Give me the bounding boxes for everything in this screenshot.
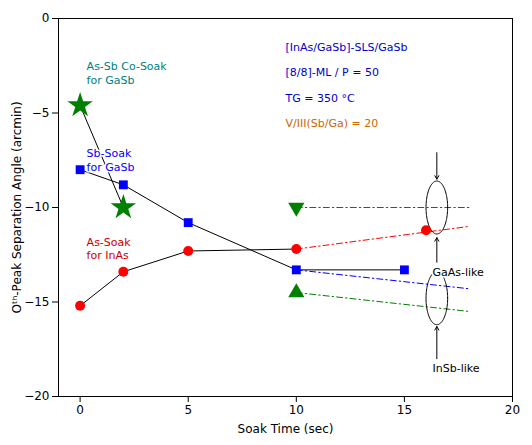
svg-text:0: 0	[76, 403, 84, 417]
svg-text:−15: −15	[24, 295, 49, 309]
svg-text:0: 0	[42, 11, 50, 25]
svg-text:As-Sb Co-Soakfor GaSb: As-Sb Co-Soakfor GaSb	[87, 60, 168, 87]
svg-text:5: 5	[184, 403, 192, 417]
svg-text:GaAs-like: GaAs-like	[433, 266, 485, 279]
svg-text:V/III(Sb/Ga) = 20: V/III(Sb/Ga) = 20	[286, 117, 379, 130]
svg-text:As-Soakfor InAs: As-Soakfor InAs	[87, 236, 132, 263]
svg-text:[InAs/GaSb]-SLS/GaSb: [InAs/GaSb]-SLS/GaSb	[286, 41, 408, 54]
svg-text:−20: −20	[24, 389, 49, 403]
svg-text:Sb-Soakfor GaSb: Sb-Soakfor GaSb	[87, 147, 135, 174]
svg-text:[8/8]-ML / P = 50: [8/8]-ML / P = 50	[286, 66, 379, 79]
svg-text:20: 20	[505, 403, 520, 417]
svg-text:Soak Time (sec): Soak Time (sec)	[238, 422, 334, 436]
svg-text:10: 10	[289, 403, 304, 417]
svg-text:TG = 350 °C: TG = 350 °C	[285, 92, 355, 105]
svg-text:−5: −5	[32, 106, 50, 120]
svg-text:InSb-like: InSb-like	[433, 362, 480, 375]
svg-text:−10: −10	[24, 200, 49, 214]
svg-text:15: 15	[397, 403, 412, 417]
svg-text:Oᵗʰ-Peak Separation Angle (arc: Oᵗʰ-Peak Separation Angle (arcmin)	[10, 101, 24, 313]
